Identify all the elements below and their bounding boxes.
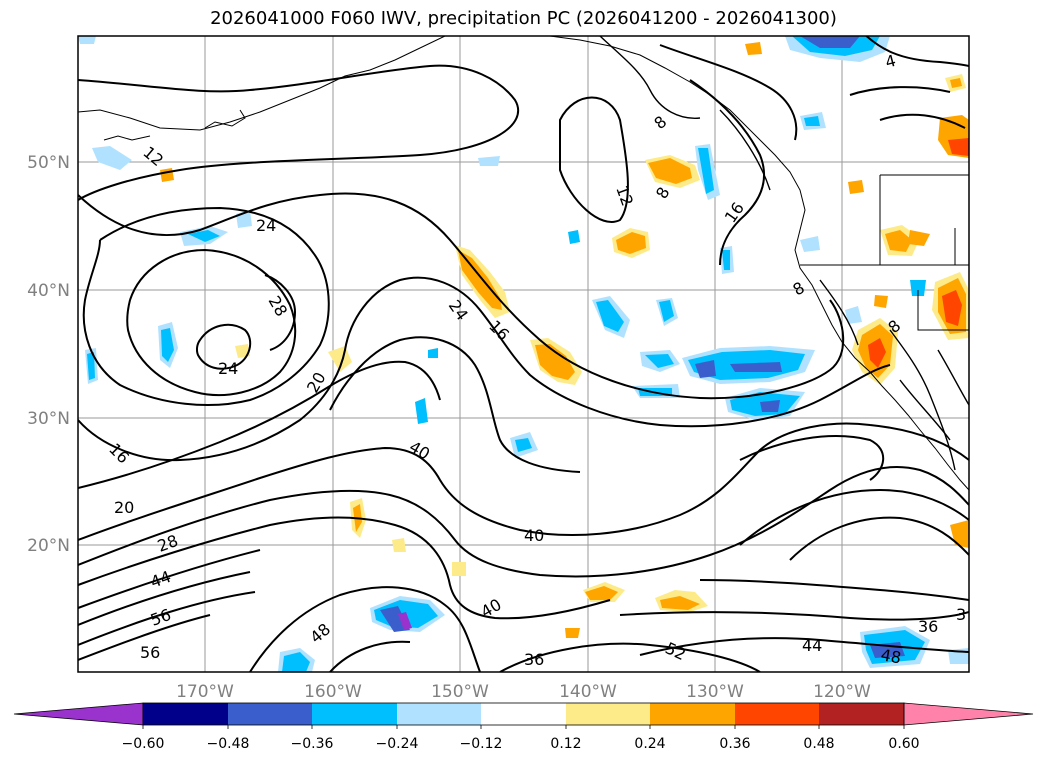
colorbar-tick: −0.24 [376, 736, 419, 752]
colorbar-tick: 0.12 [550, 736, 581, 752]
latitude-labels: 50°N 40°N 30°N 20°N [27, 153, 70, 556]
colorbar-segment [228, 703, 312, 725]
lon-label: 150°W [431, 682, 489, 702]
lat-label: 20°N [27, 536, 70, 556]
colorbar-tick: −0.60 [122, 736, 165, 752]
coastlines [78, 36, 969, 491]
colorbar-segment [13, 702, 144, 726]
colorbar-tick: 0.36 [719, 736, 750, 752]
lat-label: 40°N [27, 281, 70, 301]
contour-label: 40 [524, 526, 544, 545]
colorbar-segment [566, 703, 650, 725]
contour-label: 24 [218, 359, 238, 378]
contour-label: 20 [114, 498, 134, 517]
lat-label: 50°N [27, 153, 70, 173]
lon-label: 120°W [813, 682, 871, 702]
coast-detail [599, 36, 969, 471]
colorbar-segment [143, 703, 228, 725]
contour-label: 36 [524, 650, 544, 669]
negative-anomaly [78, 36, 969, 672]
contour-label: 24 [256, 216, 276, 235]
lon-label: 160°W [304, 682, 362, 702]
lat-label: 30°N [27, 409, 70, 429]
contour-label: 36 [918, 617, 938, 636]
colorbar-segment [903, 702, 1034, 726]
contour-label: 56 [140, 643, 160, 662]
map-area [78, 36, 969, 672]
contour-label: 4 [883, 51, 898, 72]
colorbar-tick: −0.48 [207, 736, 250, 752]
colorbar: −0.60 −0.48 −0.36 −0.24 −0.12 0.12 0.24 … [13, 702, 1034, 752]
lon-label: 170°W [176, 682, 234, 702]
colorbar-tick: −0.12 [460, 736, 503, 752]
contour-label: 48 [879, 645, 902, 667]
lon-label: 140°W [559, 682, 617, 702]
precipitation-shading [78, 36, 969, 672]
colorbar-tick: 0.60 [888, 736, 919, 752]
colorbar-tick: 0.48 [803, 736, 834, 752]
colorbar-segment [481, 703, 566, 725]
lon-label: 130°W [686, 682, 744, 702]
iwv-contours [78, 36, 969, 672]
colorbar-segment [397, 703, 481, 725]
contour-label: 3 [956, 605, 966, 624]
colorbar-segment [312, 703, 397, 725]
colorbar-segment [735, 703, 819, 725]
map-frame [77, 35, 970, 673]
positive-anomaly [160, 42, 969, 638]
colorbar-segment [650, 703, 735, 725]
map-title: 2026041000 F060 IWV, precipitation PC (2… [210, 8, 837, 29]
colorbar-tick: −0.36 [291, 736, 334, 752]
contour-label: 44 [802, 636, 822, 655]
longitude-labels: 170°W 160°W 150°W 140°W 130°W 120°W [176, 682, 871, 702]
colorbar-tick: 0.24 [634, 736, 665, 752]
colorbar-segment [819, 703, 904, 725]
